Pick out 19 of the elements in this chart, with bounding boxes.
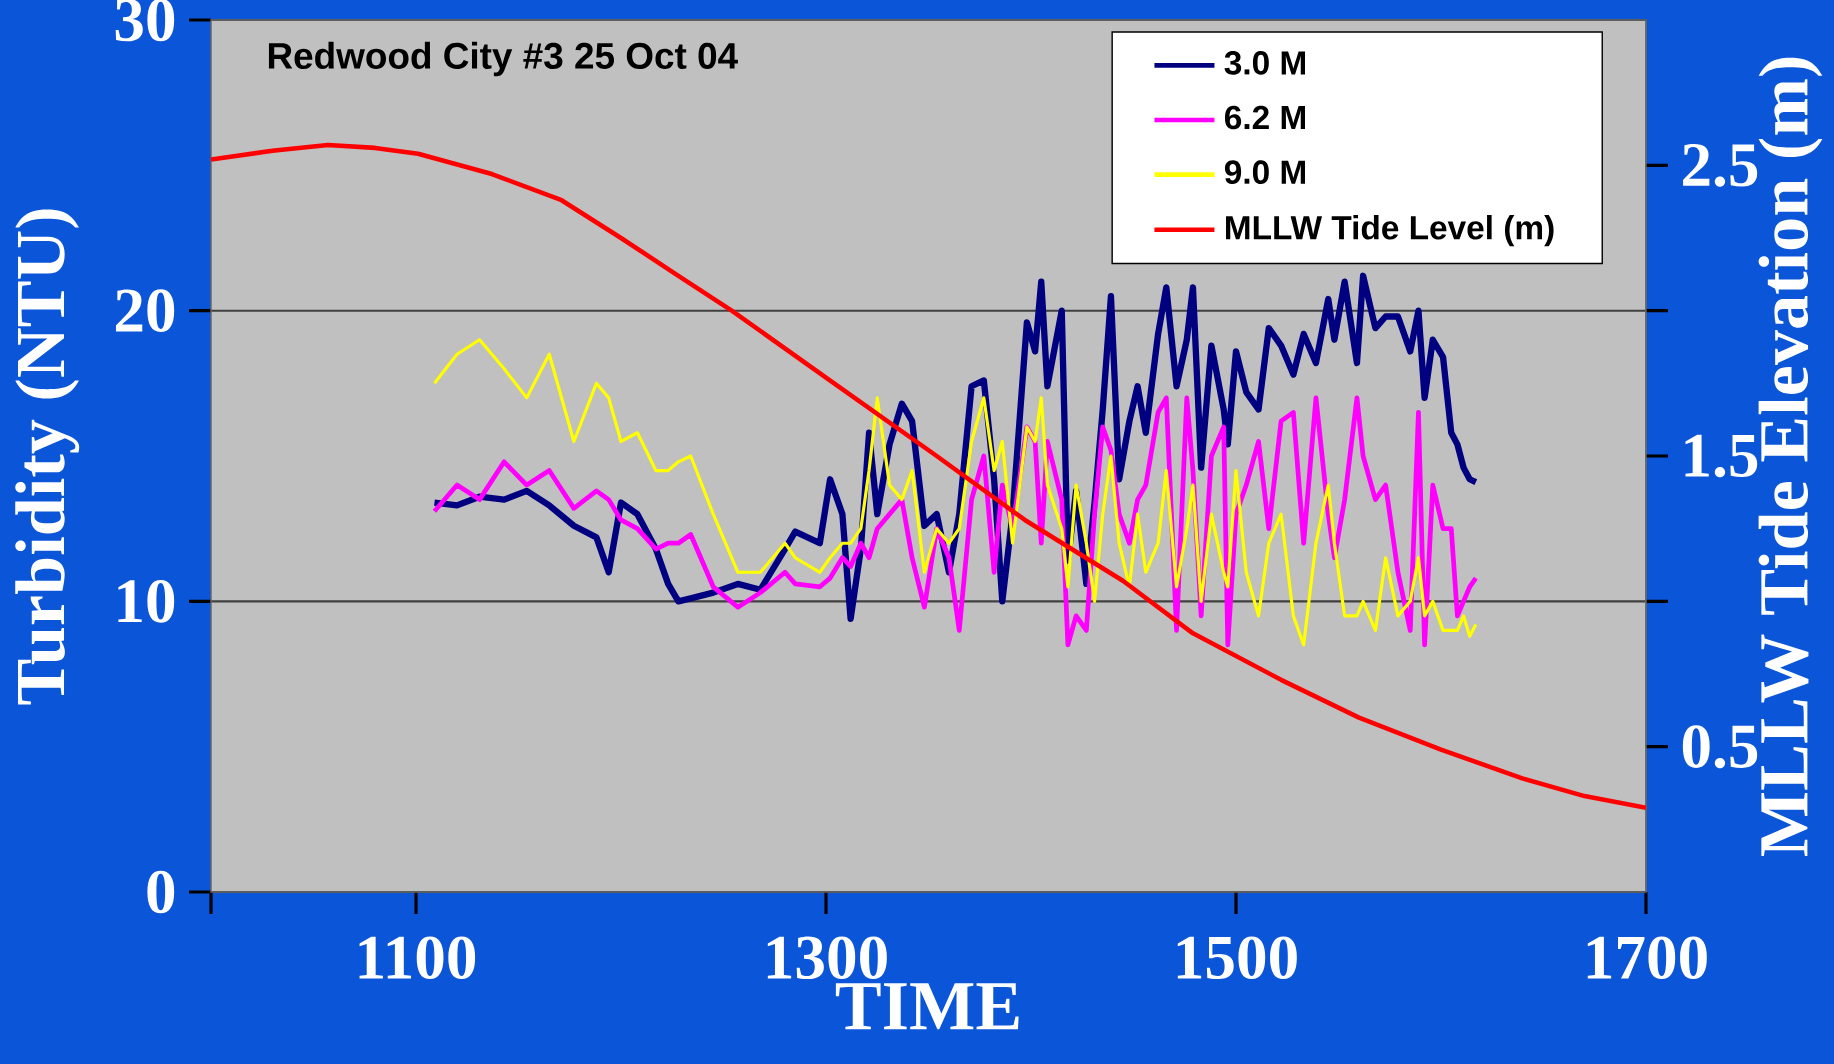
text: Redwood City #3 25 Oct 04 xyxy=(268,41,738,77)
y-tick-label: 20 xyxy=(115,289,175,333)
y2-tick-label: 0.5 xyxy=(1682,725,1758,769)
x-tick-label: 1100 xyxy=(359,936,476,980)
x-axis-title: TIME xyxy=(835,983,1019,1030)
y-tick-label: 10 xyxy=(118,580,175,623)
legend-label: 3.0 M xyxy=(1224,51,1305,75)
legend-label: 9.0 M xyxy=(1224,160,1305,184)
legend-label: 6.2 M xyxy=(1224,105,1305,130)
legend-label: MLLW Tide Level (m) xyxy=(1226,215,1554,247)
x-tick-label: 1500 xyxy=(1177,936,1297,980)
y2-tick-label: 1.5 xyxy=(1685,434,1758,478)
x-tick-label: 1700 xyxy=(1587,936,1707,980)
y2-tick-label: 2.5 xyxy=(1683,143,1758,187)
y-axis-title: Turbidity (NTU) xyxy=(15,209,80,705)
y2-axis-title: MLLW Tide Elevation (m) xyxy=(1758,57,1823,857)
y-tick-label: 0 xyxy=(147,870,175,914)
line-series xyxy=(211,142,1646,811)
x-tick-label: 1300 xyxy=(767,936,887,980)
